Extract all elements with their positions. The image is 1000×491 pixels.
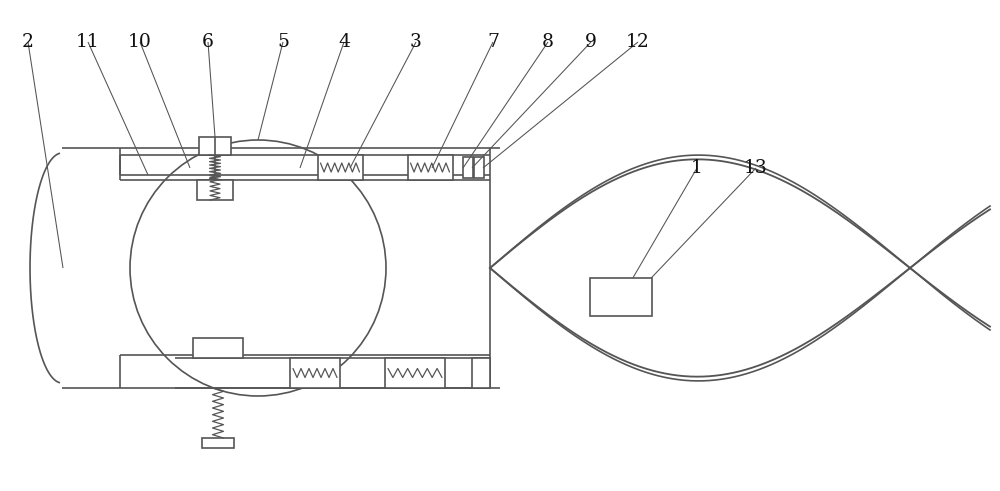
Bar — [472, 358, 490, 388]
Bar — [385, 358, 445, 388]
Bar — [199, 137, 231, 155]
Bar — [197, 180, 233, 200]
Text: 4: 4 — [338, 33, 350, 51]
Text: 9: 9 — [585, 33, 597, 51]
Bar — [463, 157, 473, 178]
Bar — [318, 155, 362, 180]
Text: 8: 8 — [542, 33, 554, 51]
Text: 11: 11 — [76, 33, 100, 51]
Text: 13: 13 — [744, 159, 768, 177]
Text: 3: 3 — [410, 33, 422, 51]
Circle shape — [130, 140, 386, 396]
Text: 5: 5 — [277, 33, 289, 51]
Text: 12: 12 — [626, 33, 650, 51]
Bar — [290, 358, 340, 388]
Bar — [193, 338, 243, 358]
Text: 1: 1 — [691, 159, 703, 177]
Bar — [202, 438, 234, 448]
Bar — [408, 155, 452, 180]
Text: 10: 10 — [128, 33, 152, 51]
Text: 6: 6 — [202, 33, 214, 51]
Text: 2: 2 — [22, 33, 34, 51]
Bar — [474, 157, 484, 178]
Text: 7: 7 — [487, 33, 499, 51]
Bar — [590, 278, 652, 316]
